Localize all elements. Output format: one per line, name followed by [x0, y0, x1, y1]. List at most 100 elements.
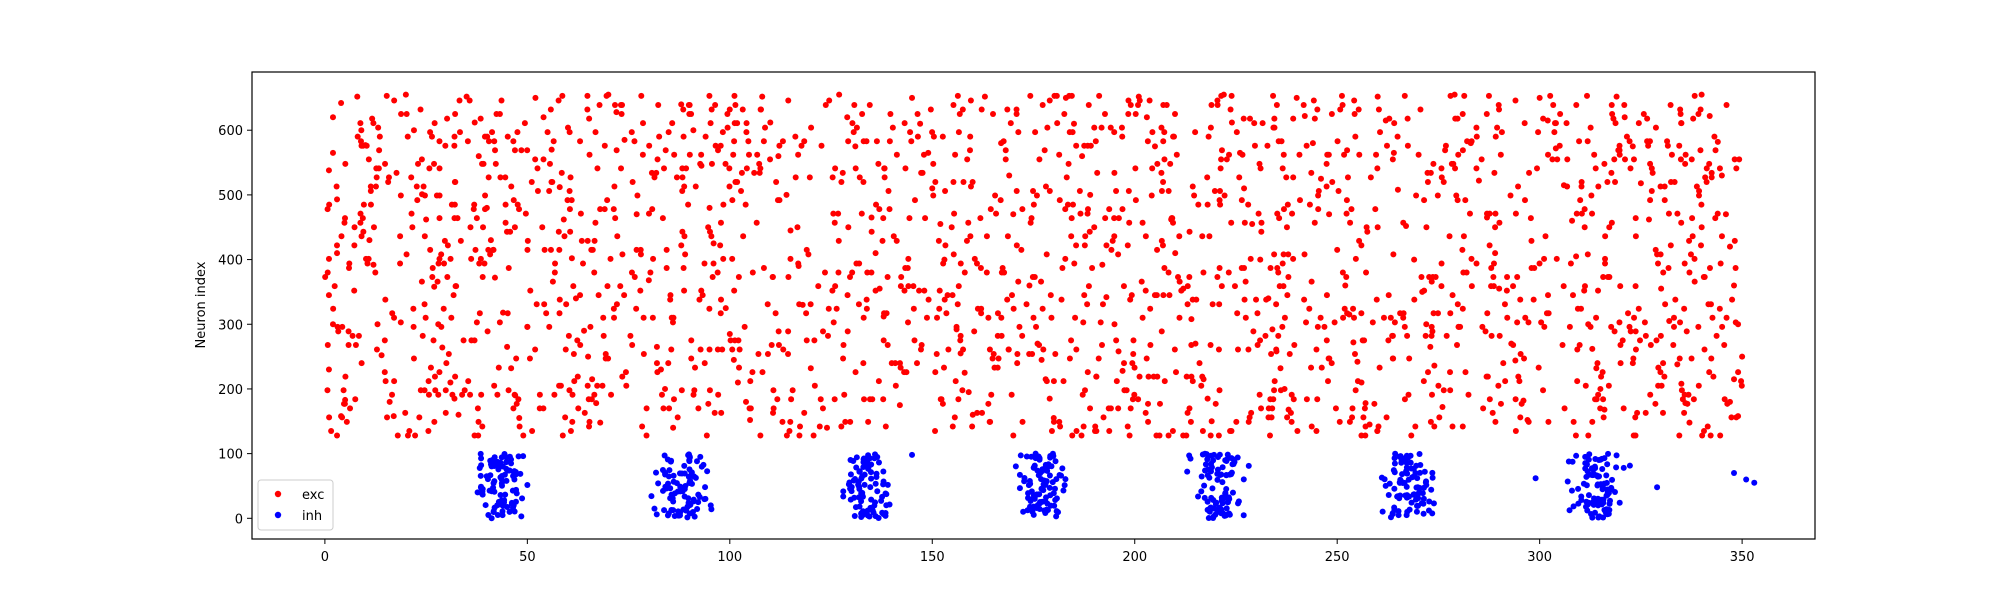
exc-spike: [953, 323, 960, 330]
exc-spike: [849, 120, 856, 127]
exc-spike: [941, 296, 948, 303]
exc-spike: [1109, 237, 1116, 244]
exc-spike: [832, 165, 839, 172]
exc-spike: [985, 400, 992, 407]
exc-spike: [1698, 224, 1705, 231]
exc-spike: [1459, 147, 1466, 154]
exc-spike: [1188, 341, 1195, 348]
inh-spike: [651, 505, 658, 512]
inh-spike: [685, 473, 692, 480]
exc-spike: [502, 174, 509, 181]
exc-spike: [1589, 345, 1596, 352]
inh-spike: [1385, 492, 1392, 499]
exc-spike: [918, 341, 925, 348]
inh-spike: [681, 486, 688, 493]
exc-spike: [1421, 287, 1428, 294]
exc-spike: [1029, 351, 1036, 358]
inh-spike: [1198, 488, 1205, 495]
exc-spike: [1644, 115, 1651, 122]
inh-spike: [661, 507, 668, 514]
inh-spike: [677, 509, 684, 516]
exc-spike: [456, 129, 463, 136]
exc-spike: [1581, 206, 1588, 213]
exc-spike: [1212, 400, 1219, 407]
exc-spike: [1125, 97, 1132, 104]
exc-spike: [1512, 396, 1519, 403]
exc-spike: [1078, 432, 1085, 439]
exc-spike: [1192, 129, 1199, 136]
exc-spike: [670, 314, 677, 321]
exc-spike: [937, 221, 944, 228]
exc-spike: [502, 219, 509, 226]
legend-label-inh: inh: [302, 509, 322, 524]
exc-spike: [425, 378, 432, 385]
exc-spike: [1500, 360, 1507, 367]
inh-spike: [477, 484, 484, 491]
exc-spike: [983, 233, 990, 240]
exc-spike: [444, 115, 451, 122]
exc-spike: [1315, 192, 1322, 199]
exc-spike: [602, 355, 609, 362]
exc-spike: [330, 305, 337, 312]
exc-spike: [1604, 274, 1611, 281]
exc-spike: [1653, 337, 1660, 344]
exc-spike: [385, 178, 392, 185]
exc-spike: [863, 305, 870, 312]
exc-spike: [667, 296, 674, 303]
exc-spike: [925, 296, 932, 303]
exc-spike: [1716, 165, 1723, 172]
exc-spike: [978, 310, 985, 317]
exc-spike: [588, 396, 595, 403]
exc-spike: [852, 369, 859, 376]
exc-spike: [1510, 341, 1517, 348]
exc-spike: [873, 201, 880, 208]
exc-spike: [341, 219, 348, 226]
exc-spike: [1225, 269, 1232, 276]
exc-spike: [516, 415, 523, 422]
exc-spike: [1703, 178, 1710, 185]
inh-spike: [1604, 461, 1611, 468]
exc-spike: [1569, 217, 1576, 224]
exc-spike: [930, 192, 937, 199]
inh-spike: [491, 488, 498, 495]
exc-spike: [670, 396, 677, 403]
exc-spike: [1334, 138, 1341, 145]
exc-spike: [579, 260, 586, 267]
exc-spike: [1617, 341, 1624, 348]
exc-spike: [919, 169, 926, 176]
exc-spike: [1053, 92, 1060, 99]
exc-spike: [1077, 210, 1084, 217]
exc-spike: [1660, 360, 1667, 367]
exc-spike: [1682, 151, 1689, 158]
exc-spike: [1199, 233, 1206, 240]
inh-spike: [694, 458, 700, 465]
exc-spike: [718, 409, 725, 416]
exc-spike: [1593, 396, 1600, 403]
inh-spike: [1208, 460, 1215, 467]
exc-spike: [569, 391, 576, 398]
exc-spike: [479, 160, 486, 167]
exc-spike: [1678, 387, 1685, 394]
exc-spike: [513, 355, 520, 362]
exc-spike: [1616, 319, 1623, 326]
exc-spike: [1447, 369, 1454, 376]
exc-spike: [1390, 251, 1397, 258]
inh-spike: [691, 513, 698, 520]
exc-spike: [1189, 183, 1196, 190]
exc-spike: [994, 310, 1001, 317]
exc-spike: [429, 264, 436, 271]
exc-spike: [1354, 378, 1361, 385]
exc-spike: [710, 260, 717, 267]
inh-spike: [909, 451, 916, 458]
exc-spike: [1234, 310, 1241, 317]
exc-spike: [787, 255, 794, 262]
exc-spike: [342, 160, 349, 167]
exc-spike: [1258, 228, 1265, 235]
exc-spike: [1136, 97, 1143, 104]
inh-spike: [1532, 475, 1539, 482]
exc-spike: [1636, 337, 1643, 344]
exc-spike: [1498, 129, 1505, 136]
exc-spike: [441, 237, 448, 244]
inh-spike: [497, 491, 504, 498]
exc-spike: [1303, 142, 1310, 149]
